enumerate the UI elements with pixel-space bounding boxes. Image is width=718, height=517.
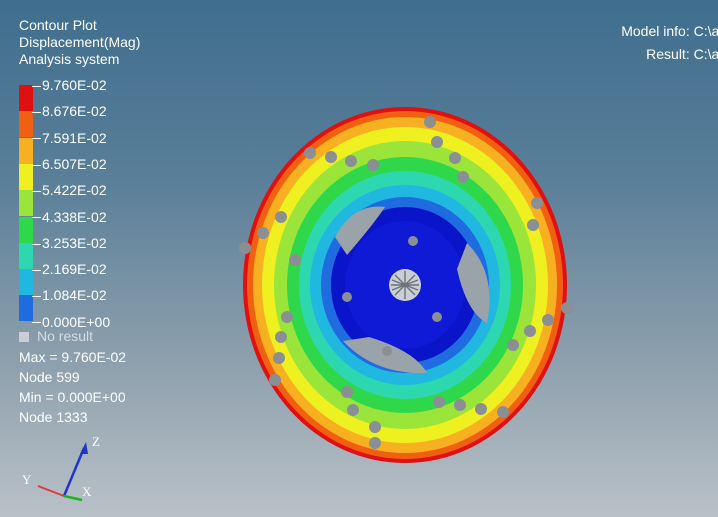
legend-title-line-1: Contour Plot — [19, 17, 97, 33]
legend-title: Contour Plot Displacement(Mag) Analysis … — [19, 17, 140, 68]
legend-value: 8.676E-02 — [42, 103, 107, 120]
z-axis-arrow — [80, 442, 88, 454]
legend-value: 7.591E-02 — [42, 129, 107, 146]
axis-triad: Z Y X — [22, 434, 100, 502]
legend-title-line-2: Displacement(Mag) — [19, 34, 141, 50]
legend-swatch — [19, 137, 33, 164]
legend-swatch — [19, 111, 33, 138]
x-axis-label: X — [82, 484, 92, 499]
min-node: Node 1333 — [19, 409, 88, 425]
legend-swatch — [19, 163, 33, 190]
no-result-label: No result — [37, 328, 94, 344]
legend-value: 5.422E-02 — [42, 182, 107, 199]
legend-value: 6.507E-02 — [42, 155, 107, 172]
result-path: Result: C:\ashok's ba — [646, 46, 718, 62]
legend-swatch — [19, 190, 33, 217]
wheel-contour-model[interactable] — [230, 100, 590, 480]
x-axis-line — [63, 494, 83, 502]
contour-stats: Max = 9.760E-02 Node 599 Min = 0.000E+00… — [19, 347, 126, 427]
min-value: Min = 0.000E+00 — [19, 389, 126, 405]
max-value: Max = 9.760E-02 — [19, 349, 127, 365]
legend-value: 2.169E-02 — [42, 261, 107, 278]
legend-swatch — [19, 295, 33, 322]
legend-swatch — [19, 85, 33, 111]
legend-title-line-3: Analysis system — [19, 51, 120, 67]
hub-cutout-right — [457, 243, 490, 323]
legend-value: 3.253E-02 — [42, 234, 107, 251]
z-axis-line — [62, 447, 86, 497]
max-node: Node 599 — [19, 369, 80, 385]
legend-swatch — [19, 269, 33, 296]
no-result-legend: No result — [19, 328, 93, 344]
lug-holes — [342, 236, 442, 356]
z-axis-label: Z — [92, 434, 100, 449]
legend-value: 9.760E-02 — [42, 77, 107, 93]
legend-value: 0.000E+00 — [42, 313, 111, 330]
y-axis-line — [37, 485, 65, 497]
center-cap — [389, 269, 421, 301]
legend-value: 1.084E-02 — [42, 287, 107, 304]
model-info-panel: Model info: C:\ashok's ba Result: C:\ash… — [621, 20, 718, 66]
legend-value: 4.338E-02 — [42, 208, 107, 225]
legend-swatch — [19, 242, 33, 269]
legend-swatch — [19, 216, 33, 243]
hub-cutout-top — [335, 206, 385, 255]
model-info-path: Model info: C:\ashok's ba — [621, 23, 718, 39]
no-result-swatch — [19, 332, 29, 342]
y-axis-label: Y — [22, 472, 32, 487]
bolt-nodes — [239, 116, 573, 449]
